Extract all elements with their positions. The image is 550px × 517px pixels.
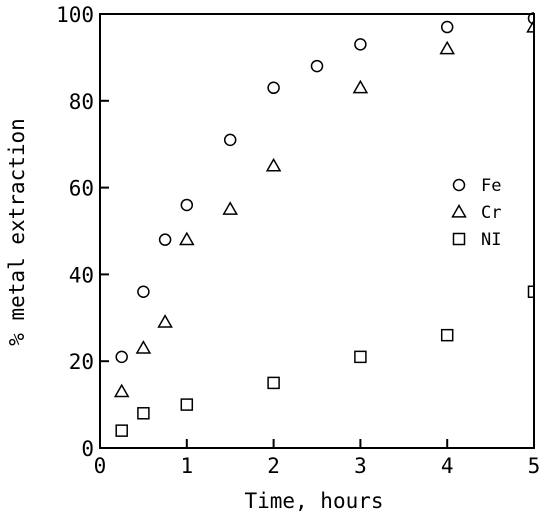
data-point-ni — [115, 424, 128, 437]
axis-ticks: 0 1 2 3 4 5 0 20 40 60 80 100 — [56, 3, 540, 478]
y-tick-label: 60 — [69, 177, 94, 201]
data-point-ni — [137, 407, 150, 420]
data-point-fe — [180, 198, 194, 212]
data-point-cr — [135, 340, 152, 354]
data-point-cr — [179, 231, 195, 246]
data-point-fe — [223, 133, 237, 147]
data-point-fe — [115, 350, 128, 364]
x-tick-label: 4 — [441, 454, 454, 478]
legend-label-cr: Cr — [481, 203, 501, 223]
x-axis-label: Time, hours — [244, 489, 383, 513]
data-point-cr — [439, 40, 455, 55]
data-point-cr — [222, 201, 238, 215]
y-tick-label: 80 — [69, 90, 94, 114]
x-tick-label: 1 — [180, 454, 193, 478]
data-point-fe — [440, 20, 454, 34]
legend-marker-cr — [451, 203, 467, 218]
data-point-ni — [180, 398, 194, 411]
legend-label-fe: Fe — [481, 176, 501, 196]
data-point-fe — [137, 285, 150, 299]
data-point-cr — [265, 157, 282, 172]
data-point-fe — [354, 38, 367, 51]
legend-label-ni: NI — [481, 230, 501, 250]
data-point-cr — [113, 383, 130, 398]
data-point-cr — [526, 19, 534, 33]
data-point-fe — [527, 12, 534, 25]
y-tick-label: 0 — [81, 437, 94, 461]
data-point-cr — [352, 79, 369, 94]
data-point-fe — [310, 59, 324, 73]
x-tick-label: 0 — [94, 454, 107, 478]
data-point-cr — [157, 314, 173, 328]
data-point-fe — [158, 233, 172, 246]
data-point-ni — [440, 328, 454, 342]
y-tick-label: 40 — [69, 263, 94, 287]
data-point-ni — [267, 376, 280, 390]
legend: Fe Cr NI — [451, 176, 501, 250]
plot-border — [99, 13, 535, 449]
x-tick-label: 2 — [267, 454, 280, 478]
legend-marker-ni — [452, 232, 466, 246]
data-point-ni — [527, 285, 534, 299]
y-tick-label: 20 — [69, 350, 94, 374]
legend-marker-fe — [452, 178, 466, 192]
data-point-fe — [267, 81, 280, 95]
plot-frame — [99, 13, 535, 449]
x-tick-label: 5 — [528, 454, 541, 478]
y-tick-label: 100 — [56, 3, 94, 27]
x-tick-label: 3 — [354, 454, 367, 478]
data-point-ni — [354, 350, 367, 364]
data-points — [113, 12, 534, 437]
y-axis-label: % metal extraction — [5, 118, 29, 346]
